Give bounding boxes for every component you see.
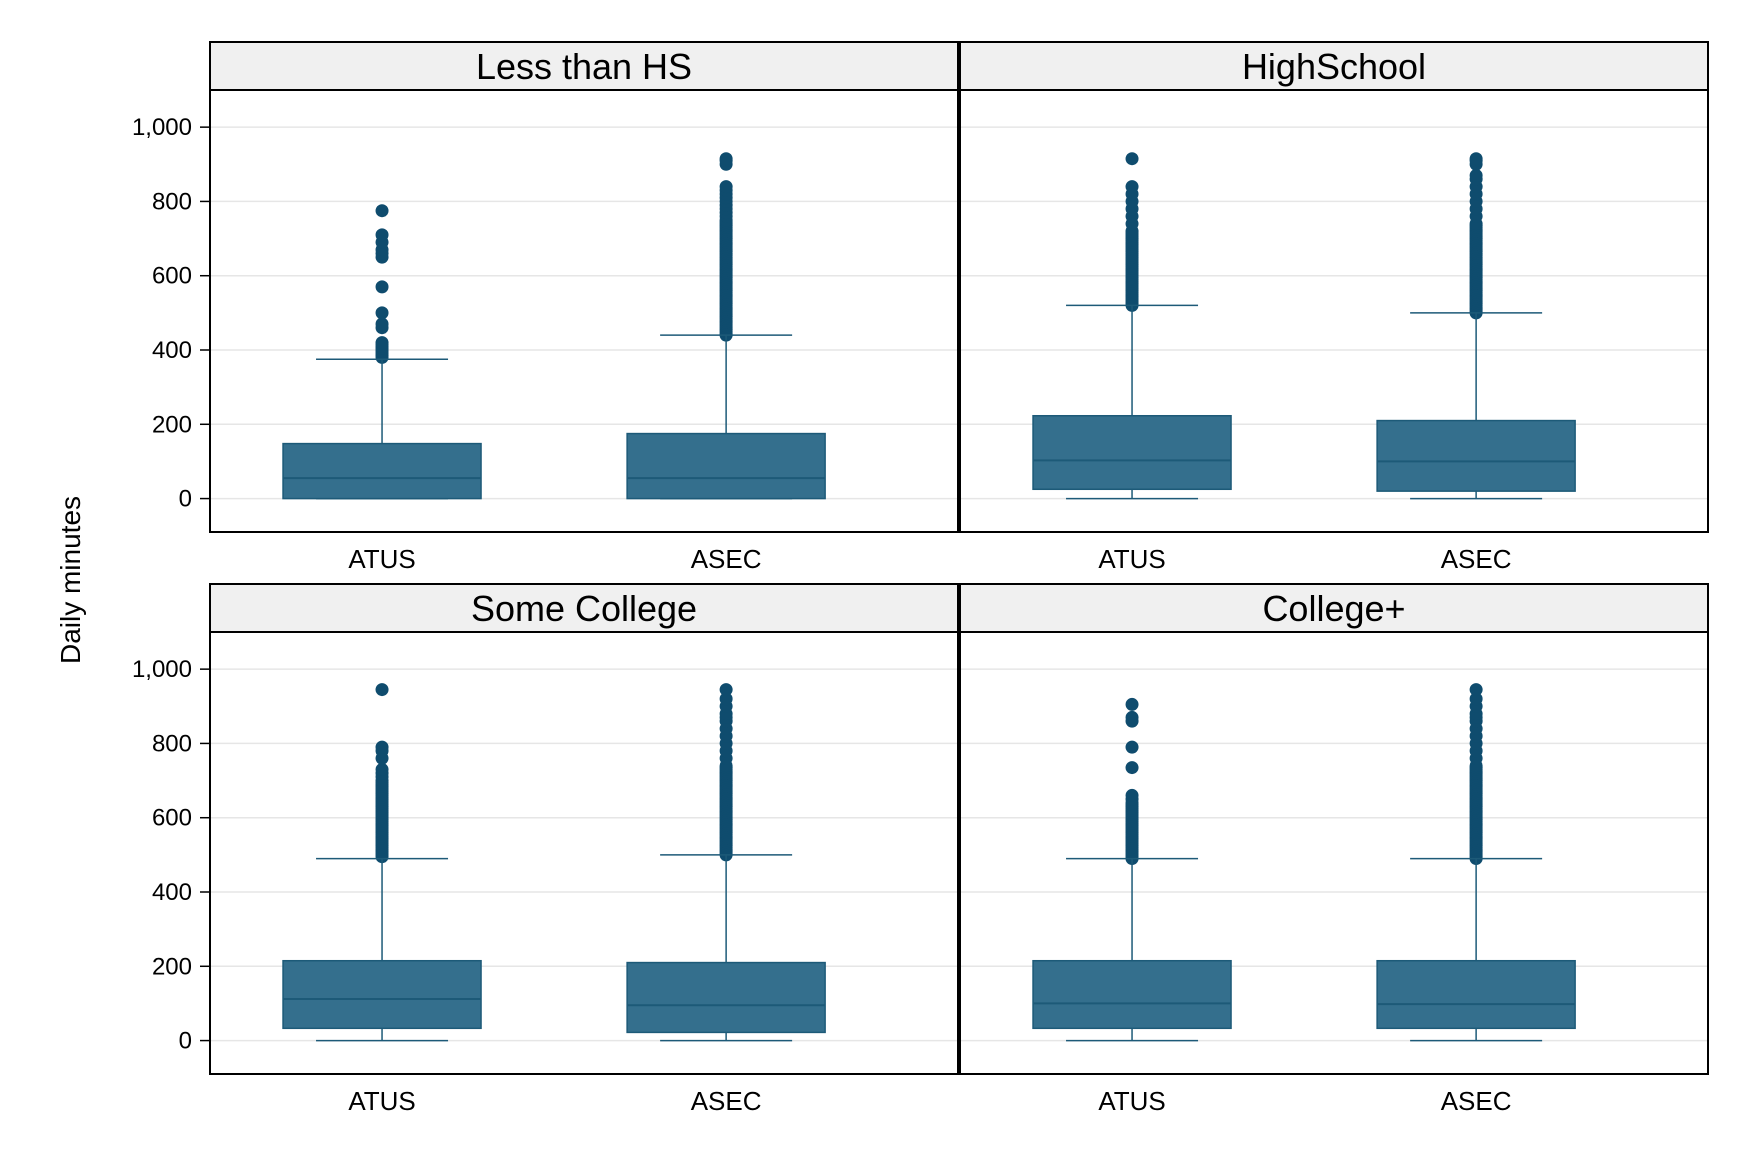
outlier-point xyxy=(375,204,389,218)
outlier-point xyxy=(1469,692,1483,706)
y-tick-label: 600 xyxy=(152,263,192,290)
box-atus xyxy=(1032,152,1232,500)
box-iqr xyxy=(1032,414,1232,491)
panel-title: College+ xyxy=(1262,588,1405,629)
box-asec xyxy=(626,683,826,1042)
panel-4: College+ ATUS ASEC xyxy=(959,583,1709,1116)
outlier-point xyxy=(1125,710,1139,724)
box-iqr xyxy=(282,959,482,1030)
outlier-point xyxy=(375,683,389,697)
panel-3: Some College 0 200 400 600 800 1,000 ATUS ASEC xyxy=(132,583,959,1116)
outlier-point xyxy=(1125,788,1139,802)
y-axis-label: Daily minutes xyxy=(55,496,86,664)
box-iqr xyxy=(1376,959,1576,1030)
outlier-point xyxy=(719,683,733,697)
x-category-label: ATUS xyxy=(348,1086,415,1116)
outlier-point xyxy=(375,317,389,331)
y-tick-label: 400 xyxy=(152,337,192,364)
y-tick-label: 800 xyxy=(152,730,192,757)
x-category-label: ATUS xyxy=(1098,1086,1165,1116)
outlier-point xyxy=(1469,152,1483,166)
outlier-point xyxy=(1469,168,1483,182)
panel-strip xyxy=(209,583,959,633)
x-category-label: ASEC xyxy=(1441,1086,1512,1116)
outlier-point xyxy=(375,228,389,242)
y-tick-label: 1,000 xyxy=(132,114,192,141)
outlier-point xyxy=(1125,180,1139,194)
outlier-point xyxy=(719,180,733,194)
panel-strip xyxy=(959,583,1709,633)
box-asec xyxy=(626,152,826,500)
box-iqr xyxy=(1032,959,1232,1030)
outlier-point xyxy=(375,280,389,294)
y-tick-label: 600 xyxy=(152,805,192,832)
panel-strip xyxy=(959,41,1709,91)
box-atus xyxy=(282,204,482,500)
box-iqr xyxy=(1376,419,1576,492)
outlier-point xyxy=(375,336,389,350)
outlier-point xyxy=(719,152,733,166)
outlier-point xyxy=(375,740,389,754)
x-category-label: ASEC xyxy=(1441,544,1512,574)
panel-title: HighSchool xyxy=(1242,46,1426,87)
box-iqr xyxy=(282,442,482,500)
y-tick-label: 400 xyxy=(152,879,192,906)
box-asec xyxy=(1376,152,1576,500)
panel-1: Less than HS 0 200 400 600 800 1,000 ATUS ASEC xyxy=(132,41,959,574)
x-category-label: ASEC xyxy=(691,544,762,574)
y-tick-label: 0 xyxy=(179,486,192,513)
y-tick-label: 200 xyxy=(152,411,192,438)
x-category-label: ATUS xyxy=(348,544,415,574)
y-tick-label: 200 xyxy=(152,953,192,980)
box-atus xyxy=(282,683,482,1042)
panel-title: Less than HS xyxy=(476,46,692,87)
x-category-label: ASEC xyxy=(691,1086,762,1116)
y-tick-label: 0 xyxy=(179,1028,192,1055)
outlier-point xyxy=(1125,761,1139,775)
outlier-point xyxy=(1469,683,1483,697)
outlier-point xyxy=(1125,697,1139,711)
panel-title: Some College xyxy=(471,588,697,629)
outlier-point xyxy=(719,692,733,706)
box-iqr xyxy=(626,432,826,500)
box-asec xyxy=(1376,683,1576,1042)
outlier-point xyxy=(1125,740,1139,754)
y-tick-label: 800 xyxy=(152,188,192,215)
outlier-point xyxy=(1125,152,1139,166)
panel-strip xyxy=(209,41,959,91)
outlier-point xyxy=(375,306,389,320)
box-atus xyxy=(1032,697,1232,1042)
outlier-point xyxy=(375,762,389,776)
box-iqr xyxy=(626,961,826,1034)
panel-2: HighSchool ATUS ASEC xyxy=(959,41,1709,574)
x-category-label: ATUS xyxy=(1098,544,1165,574)
y-tick-label: 1,000 xyxy=(132,656,192,683)
